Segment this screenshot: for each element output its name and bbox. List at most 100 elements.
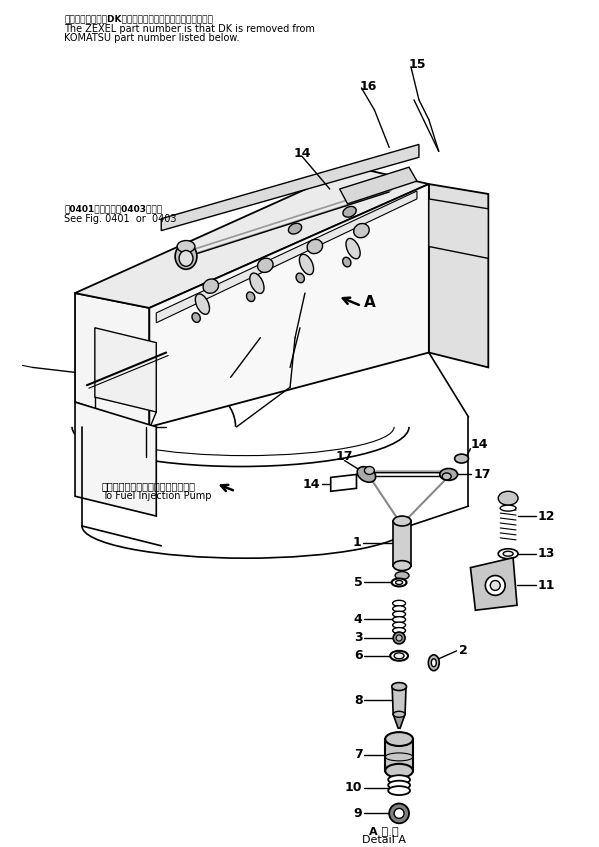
Ellipse shape	[343, 257, 351, 267]
Ellipse shape	[395, 572, 409, 579]
Circle shape	[491, 580, 500, 590]
Ellipse shape	[300, 254, 313, 274]
Polygon shape	[75, 293, 149, 427]
Text: To Fuel Injection Pump: To Fuel Injection Pump	[102, 491, 211, 501]
Ellipse shape	[388, 775, 410, 784]
Ellipse shape	[442, 473, 451, 480]
Text: 8: 8	[354, 694, 362, 707]
Text: KOMATSU part number listed below.: KOMATSU part number listed below.	[64, 33, 240, 43]
Ellipse shape	[175, 244, 197, 269]
Ellipse shape	[179, 251, 193, 266]
Circle shape	[389, 804, 409, 823]
Ellipse shape	[390, 650, 408, 661]
Text: 3: 3	[354, 632, 362, 645]
Polygon shape	[331, 474, 356, 491]
Text: 7: 7	[353, 749, 362, 761]
Polygon shape	[393, 521, 411, 566]
Ellipse shape	[177, 241, 195, 252]
Text: フゥエルインジェクションポンプへ: フゥエルインジェクションポンプへ	[102, 481, 196, 491]
Ellipse shape	[428, 655, 439, 671]
Text: 4: 4	[353, 612, 362, 626]
Ellipse shape	[288, 224, 302, 234]
Text: 11: 11	[538, 579, 555, 592]
Text: 14: 14	[470, 438, 488, 451]
Text: 16: 16	[359, 80, 377, 93]
Ellipse shape	[394, 653, 404, 659]
Polygon shape	[156, 191, 417, 323]
Polygon shape	[393, 714, 405, 728]
Ellipse shape	[393, 711, 405, 717]
Ellipse shape	[192, 313, 200, 323]
Ellipse shape	[455, 454, 468, 463]
Circle shape	[394, 808, 404, 818]
Text: 13: 13	[538, 547, 555, 560]
Ellipse shape	[388, 786, 410, 795]
Ellipse shape	[385, 732, 413, 746]
Ellipse shape	[393, 617, 406, 623]
Polygon shape	[149, 184, 429, 427]
Text: A 部 詳: A 部 詳	[370, 827, 399, 836]
Ellipse shape	[393, 561, 411, 571]
Ellipse shape	[364, 467, 374, 474]
Polygon shape	[429, 199, 488, 258]
Text: 図0401図または図0403図参照: 図0401図または図0403図参照	[64, 204, 162, 213]
Ellipse shape	[498, 549, 518, 559]
Text: 5: 5	[353, 576, 362, 589]
Ellipse shape	[431, 659, 436, 667]
Text: A: A	[364, 296, 376, 311]
Ellipse shape	[393, 612, 406, 617]
Text: See Fig. 0401  or  0403: See Fig. 0401 or 0403	[64, 213, 177, 224]
Ellipse shape	[258, 258, 273, 273]
Ellipse shape	[395, 580, 403, 584]
Text: The ZEXEL part number is that DK is removed from: The ZEXEL part number is that DK is remo…	[64, 25, 315, 35]
Ellipse shape	[353, 224, 369, 238]
Ellipse shape	[388, 781, 410, 789]
Ellipse shape	[393, 628, 406, 634]
Ellipse shape	[250, 273, 264, 293]
Text: 15: 15	[409, 58, 426, 71]
Text: 12: 12	[538, 510, 555, 523]
Text: 6: 6	[354, 650, 362, 662]
Ellipse shape	[500, 505, 516, 511]
Polygon shape	[470, 557, 517, 610]
Ellipse shape	[393, 601, 406, 606]
Ellipse shape	[393, 606, 406, 612]
Ellipse shape	[393, 516, 411, 526]
Polygon shape	[75, 402, 156, 516]
Ellipse shape	[195, 294, 210, 314]
Ellipse shape	[307, 240, 323, 253]
Ellipse shape	[503, 551, 513, 556]
Text: Detail A: Detail A	[362, 835, 406, 845]
Polygon shape	[340, 167, 417, 204]
Text: 17: 17	[336, 450, 353, 463]
Text: 10: 10	[345, 781, 362, 794]
Circle shape	[396, 635, 402, 641]
Text: 9: 9	[354, 807, 362, 820]
Polygon shape	[95, 328, 156, 412]
Text: 2: 2	[459, 645, 467, 657]
Ellipse shape	[498, 491, 518, 505]
Ellipse shape	[357, 467, 376, 482]
Circle shape	[485, 575, 505, 595]
Ellipse shape	[203, 279, 219, 293]
Polygon shape	[385, 739, 413, 771]
Ellipse shape	[392, 683, 407, 690]
Text: 品番のメーカ記号DKを除いたものがゼクセルの品番です。: 品番のメーカ記号DKを除いたものがゼクセルの品番です。	[64, 14, 213, 24]
Ellipse shape	[440, 468, 458, 480]
Polygon shape	[75, 167, 429, 308]
Ellipse shape	[393, 622, 406, 628]
Ellipse shape	[346, 238, 360, 259]
Ellipse shape	[385, 764, 413, 778]
Text: 14: 14	[294, 147, 311, 160]
Polygon shape	[429, 184, 488, 368]
Ellipse shape	[246, 292, 255, 302]
Ellipse shape	[343, 207, 356, 217]
Circle shape	[393, 632, 405, 644]
Text: 1: 1	[353, 536, 361, 550]
Polygon shape	[392, 687, 406, 714]
Ellipse shape	[392, 579, 407, 586]
Text: 17: 17	[473, 468, 491, 481]
Polygon shape	[161, 144, 419, 230]
Ellipse shape	[296, 273, 304, 283]
Text: 14: 14	[302, 478, 320, 491]
